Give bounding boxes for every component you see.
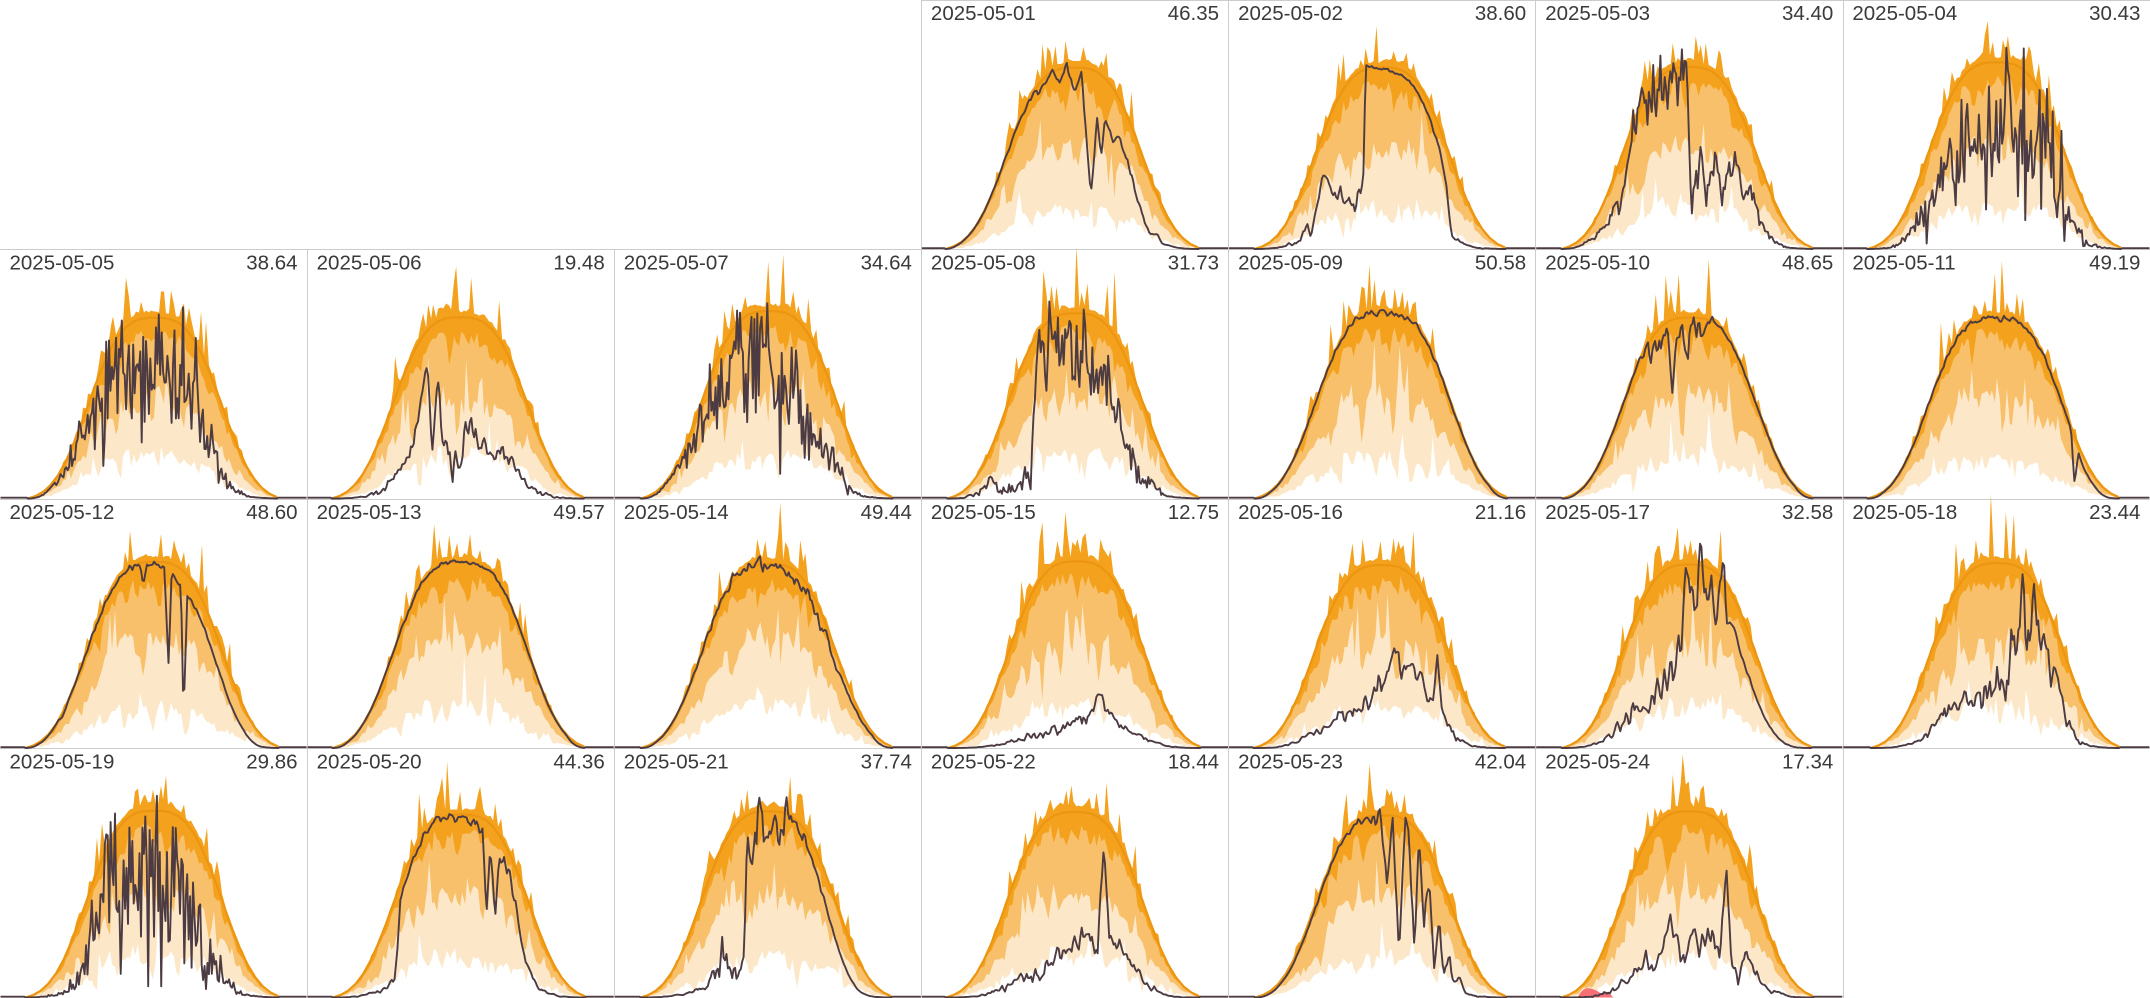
svg-text:2025-05-17: 2025-05-17 xyxy=(1545,501,1650,524)
svg-text:46.35: 46.35 xyxy=(1168,2,1219,25)
svg-text:2025-05-06: 2025-05-06 xyxy=(317,252,422,275)
svg-text:37.74: 37.74 xyxy=(861,751,912,774)
svg-text:2025-05-16: 2025-05-16 xyxy=(1238,501,1343,524)
svg-text:2025-05-05: 2025-05-05 xyxy=(10,252,115,275)
svg-text:19.48: 19.48 xyxy=(553,252,604,275)
svg-text:17.34: 17.34 xyxy=(1782,751,1833,774)
svg-text:49.44: 49.44 xyxy=(861,501,912,524)
svg-text:49.57: 49.57 xyxy=(553,501,604,524)
svg-text:2025-05-07: 2025-05-07 xyxy=(624,252,729,275)
svg-text:2025-05-12: 2025-05-12 xyxy=(10,501,115,524)
svg-text:2025-05-09: 2025-05-09 xyxy=(1238,252,1343,275)
svg-text:34.64: 34.64 xyxy=(861,252,912,275)
svg-text:29.86: 29.86 xyxy=(246,751,297,774)
svg-text:44.36: 44.36 xyxy=(553,751,604,774)
svg-text:2025-05-15: 2025-05-15 xyxy=(931,501,1036,524)
svg-text:2025-05-08: 2025-05-08 xyxy=(931,252,1036,275)
svg-text:2025-05-11: 2025-05-11 xyxy=(1852,252,1955,275)
svg-text:12.75: 12.75 xyxy=(1168,501,1219,524)
svg-text:2025-05-10: 2025-05-10 xyxy=(1545,252,1650,275)
svg-text:2025-05-23: 2025-05-23 xyxy=(1238,751,1343,774)
svg-text:42.04: 42.04 xyxy=(1475,751,1526,774)
svg-text:31.73: 31.73 xyxy=(1168,252,1219,275)
svg-text:2025-05-20: 2025-05-20 xyxy=(317,751,422,774)
svg-text:18.44: 18.44 xyxy=(1168,751,1219,774)
svg-text:48.65: 48.65 xyxy=(1782,252,1833,275)
svg-text:2025-05-13: 2025-05-13 xyxy=(317,501,422,524)
svg-text:2025-05-01: 2025-05-01 xyxy=(931,2,1036,25)
svg-text:48.60: 48.60 xyxy=(246,501,297,524)
svg-text:34.40: 34.40 xyxy=(1782,2,1833,25)
svg-text:38.64: 38.64 xyxy=(246,252,297,275)
svg-text:2025-05-04: 2025-05-04 xyxy=(1852,2,1957,25)
svg-text:21.16: 21.16 xyxy=(1475,501,1526,524)
svg-text:50.58: 50.58 xyxy=(1475,252,1526,275)
svg-text:2025-05-02: 2025-05-02 xyxy=(1238,2,1343,25)
svg-text:2025-05-14: 2025-05-14 xyxy=(624,501,729,524)
svg-text:2025-05-03: 2025-05-03 xyxy=(1545,2,1650,25)
svg-text:23.44: 23.44 xyxy=(2089,501,2140,524)
svg-text:49.19: 49.19 xyxy=(2089,252,2140,275)
svg-text:30.43: 30.43 xyxy=(2089,2,2140,25)
svg-text:2025-05-19: 2025-05-19 xyxy=(10,751,115,774)
svg-text:38.60: 38.60 xyxy=(1475,2,1526,25)
svg-text:32.58: 32.58 xyxy=(1782,501,1833,524)
svg-text:2025-05-24: 2025-05-24 xyxy=(1545,751,1650,774)
svg-text:2025-05-18: 2025-05-18 xyxy=(1852,501,1957,524)
svg-text:2025-05-22: 2025-05-22 xyxy=(931,751,1036,774)
svg-text:2025-05-21: 2025-05-21 xyxy=(624,751,729,774)
